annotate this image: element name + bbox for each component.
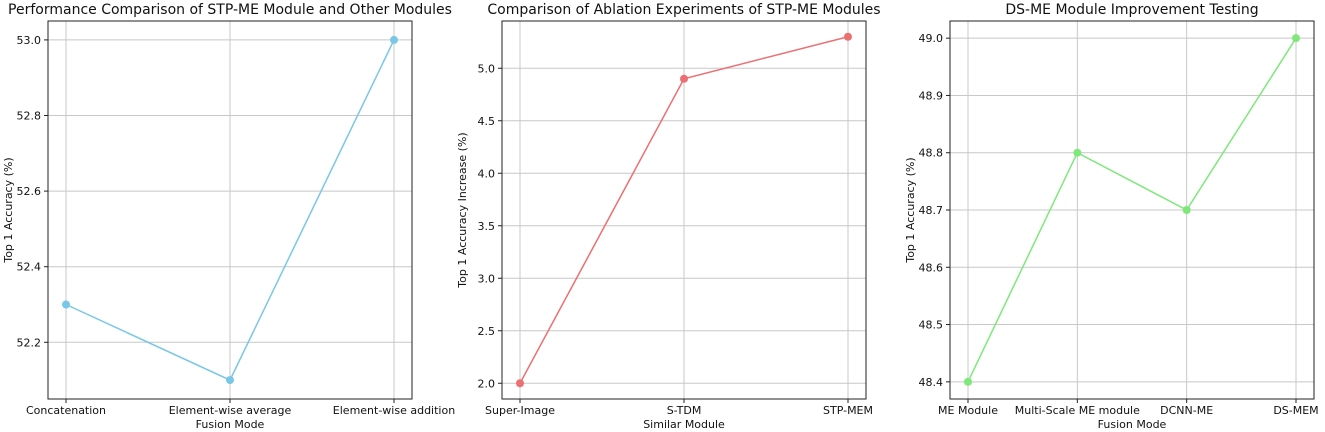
x-tick-label: STP-MEM xyxy=(823,404,873,417)
data-point xyxy=(680,74,688,83)
data-point xyxy=(390,35,398,44)
x-tick-label: DS-MEM xyxy=(1273,404,1318,417)
y-tick-label: 52.2 xyxy=(17,336,42,349)
y-tick-label: 3.5 xyxy=(478,220,496,233)
y-tick-label: 48.6 xyxy=(919,261,944,274)
data-point xyxy=(844,32,852,41)
data-point xyxy=(964,377,972,386)
chart-panel-1: Concatenation Element-wise average Element… xyxy=(2,2,455,431)
y-axis-label: Top 1 Accuracy (%) xyxy=(904,157,917,263)
data-point xyxy=(1073,148,1082,157)
y-tick-label: 48.5 xyxy=(919,319,944,332)
chart-title: Comparison of Ablation Experiments of ST… xyxy=(487,2,880,18)
data-point xyxy=(1292,34,1300,43)
x-axis-label: Fusion Mode xyxy=(1098,418,1167,431)
y-tick-label: 52.6 xyxy=(17,185,42,198)
x-tick-label: Concatenation xyxy=(26,404,106,417)
y-tick-label: 52.8 xyxy=(17,110,42,123)
y-tick-label: 49.0 xyxy=(919,32,944,45)
data-point xyxy=(62,300,70,309)
y-tick-label: 48.4 xyxy=(919,376,944,389)
y-tick-label: 4.5 xyxy=(478,115,496,128)
data-point xyxy=(516,379,524,388)
x-tick-label: S-TDM xyxy=(667,404,702,417)
y-tick-label: 53.0 xyxy=(17,34,42,47)
y-tick-label: 3.0 xyxy=(478,272,496,285)
chart-panel-3: ME Module Multi-Scale ME module DCNN-ME DS-… xyxy=(904,2,1319,431)
data-point xyxy=(1182,206,1191,214)
y-tick-label: 48.8 xyxy=(919,147,944,160)
x-tick-label: Super-Image xyxy=(485,404,555,417)
data-point xyxy=(226,376,234,385)
y-axis-label: Top 1 Accuracy (%) xyxy=(2,157,15,263)
x-tick-label: ME Module xyxy=(938,404,998,417)
x-axis-label: Similar Module xyxy=(643,418,725,431)
y-tick-label: 2.5 xyxy=(478,325,496,338)
y-tick-label: 52.4 xyxy=(17,261,42,274)
chart-title: Performance Comparison of STP-ME Module … xyxy=(8,2,452,18)
y-tick-label: 4.0 xyxy=(478,167,496,180)
y-tick-label: 2.0 xyxy=(478,377,496,390)
chart-title: DS-ME Module Improvement Testing xyxy=(1005,2,1258,18)
x-axis-label: Fusion Mode xyxy=(196,418,265,431)
x-tick-label: DCNN-ME xyxy=(1160,404,1213,417)
y-tick-label: 5.0 xyxy=(478,62,496,75)
x-tick-label: Element-wise average xyxy=(169,404,292,417)
chart-panel-2: Super-Image S-TDM STP-MEM 2.0 2.5 3.0 3.5 4.0 4.… xyxy=(456,2,881,431)
x-tick-label: Element-wise addition xyxy=(333,404,455,417)
y-tick-label: 48.7 xyxy=(919,204,944,217)
y-axis-label: Top 1 Accuracy Increase (%) xyxy=(456,132,469,288)
series-line xyxy=(967,37,1297,383)
x-tick-label: Multi-Scale ME module xyxy=(1015,404,1140,417)
y-tick-label: 48.9 xyxy=(919,89,944,102)
